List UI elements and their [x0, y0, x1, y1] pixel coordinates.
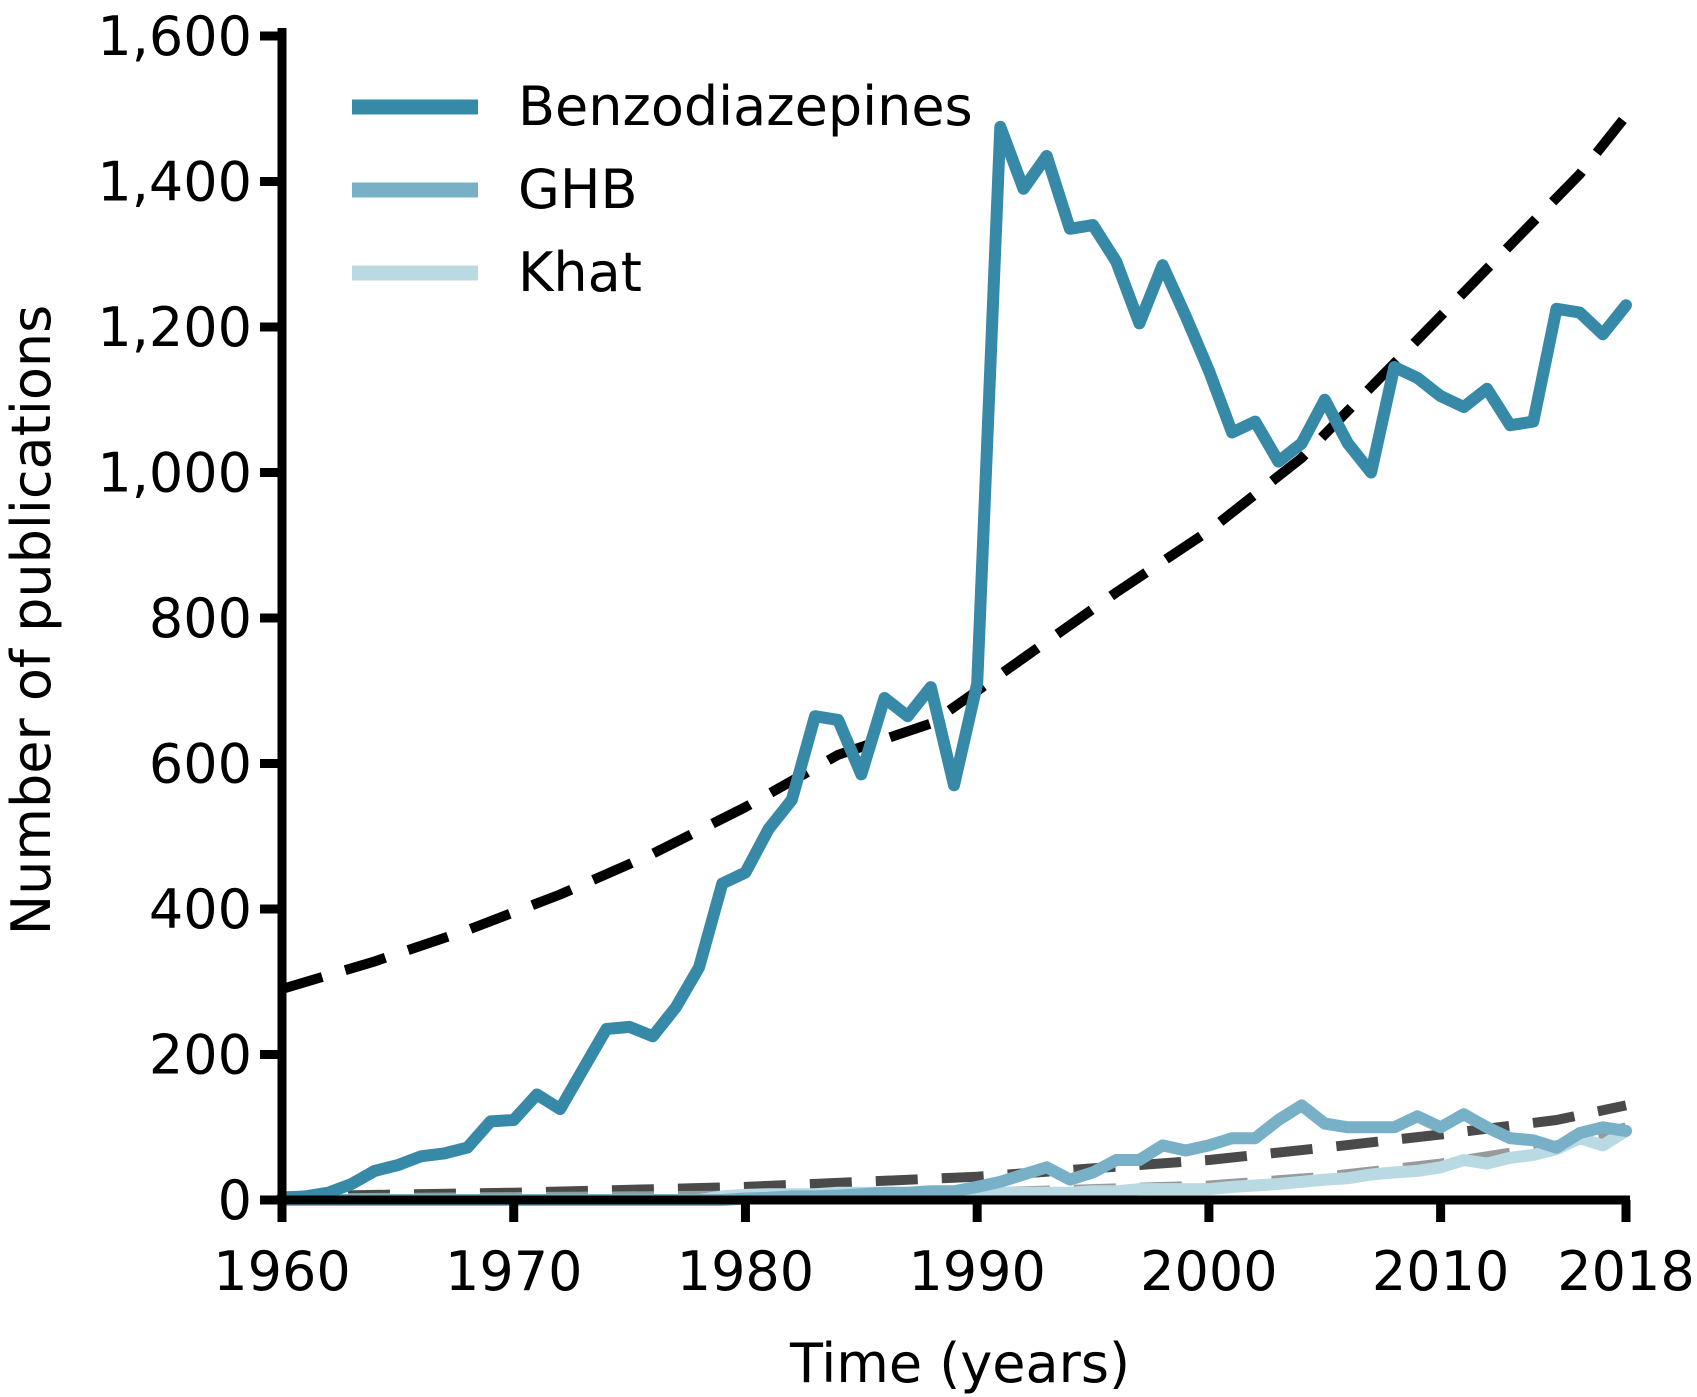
y-tick-label: 800	[149, 587, 252, 650]
legend-label-khat: Khat	[518, 241, 642, 304]
legend: Benzodiazepines GHB Khat	[352, 75, 973, 304]
x-tick-label: 1990	[908, 1240, 1045, 1303]
y-tick-label: 200	[149, 1024, 252, 1087]
y-tick-label: 400	[149, 878, 252, 941]
trend-layer	[280, 112, 1630, 1204]
x-tick-label: 1980	[677, 1240, 814, 1303]
trend-line-ghb	[281, 1100, 1628, 1202]
series-layer	[276, 120, 1632, 1206]
axis-layer	[277, 28, 1630, 1205]
legend-label-ghb: GHB	[518, 158, 638, 221]
x-tick-label: 2010	[1372, 1240, 1509, 1303]
y-tick-layer: 0 200 400 600 800 1,000 1,200 1,400 1,600	[97, 5, 282, 1232]
x-tick-label: 2000	[1140, 1240, 1277, 1303]
legend-label-benzodiazepines: Benzodiazepines	[518, 75, 973, 138]
y-tick-label: 1,200	[97, 296, 252, 359]
y-tick-label: 600	[149, 733, 252, 796]
x-tick-layer: 1960 1970 1980 1990 2000 2010 2018	[213, 1200, 1695, 1303]
trend-line-benzodiazepines	[280, 112, 1630, 994]
x-tick-label: 1970	[445, 1240, 582, 1303]
series-line-ghb	[276, 1099, 1632, 1206]
x-axis-title: Time (years)	[789, 1332, 1130, 1395]
y-axis-title: Number of publications	[0, 305, 63, 935]
y-tick-label: 1,000	[97, 442, 252, 505]
y-tick-label: 1,600	[97, 5, 252, 68]
series-line-benzodiazepines	[276, 120, 1632, 1204]
y-tick-label: 0	[218, 1169, 252, 1232]
x-tick-label: 2018	[1557, 1240, 1694, 1303]
y-tick-label: 1,400	[97, 151, 252, 214]
x-tick-label: 1960	[213, 1240, 350, 1303]
